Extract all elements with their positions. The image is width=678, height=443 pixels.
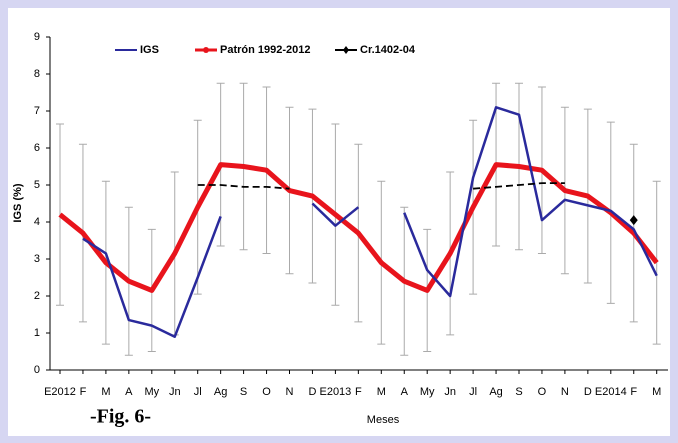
y-tick-label: 5 [34,179,40,191]
x-tick-label: My [420,386,435,398]
x-tick-label: My [144,386,159,398]
x-tick-label: A [125,386,133,398]
x-tick-label: O [262,386,271,398]
x-tick-label: F [630,386,637,398]
legend-label: Patrón 1992-2012 [220,44,311,56]
x-tick-label: F [355,386,362,398]
x-axis-label: Meses [367,414,400,426]
x-tick-label: Ag [214,386,227,398]
x-tick-label: Jl [469,386,477,398]
x-tick-label: E2012 [44,386,76,398]
y-tick-label: 1 [34,327,40,339]
x-tick-label: N [561,386,569,398]
line-series [82,106,658,338]
x-tick-label: D [584,386,592,398]
x-tick-label: D [308,386,316,398]
point [629,215,638,226]
legend-label: Cr.1402-04 [360,44,416,56]
y-axis-label: IGS (%) [12,183,24,222]
x-tick-label: E2013 [319,386,351,398]
y-tick-label: 8 [34,68,40,80]
legend-label: IGS [140,44,159,56]
y-tick-label: 6 [34,142,40,154]
x-tick-label: S [515,386,522,398]
x-tick-label: Jn [169,386,181,398]
x-tick-label: O [538,386,547,398]
line-series [58,162,659,293]
x-tick-label: F [80,386,87,398]
y-tick-label: 2 [34,290,40,302]
y-tick-label: 7 [34,105,40,117]
x-tick-label: E2014 [595,386,627,398]
x-tick-label: M [101,386,110,398]
x-tick-label: Jl [194,386,202,398]
y-tick-label: 9 [34,31,40,43]
x-tick-label: A [401,386,409,398]
y-tick-label: 3 [34,253,40,265]
x-tick-label: S [240,386,247,398]
legend-marker [203,47,209,53]
y-tick-label: 0 [34,364,40,376]
legend-marker [343,46,349,54]
x-tick-label: M [377,386,386,398]
annotation: -Fig. 6- [90,406,151,428]
x-tick-label: Ag [489,386,502,398]
x-tick-label: N [286,386,294,398]
y-tick-label: 4 [34,216,40,228]
x-tick-label: Jn [444,386,456,398]
x-tick-label: M [652,386,661,398]
